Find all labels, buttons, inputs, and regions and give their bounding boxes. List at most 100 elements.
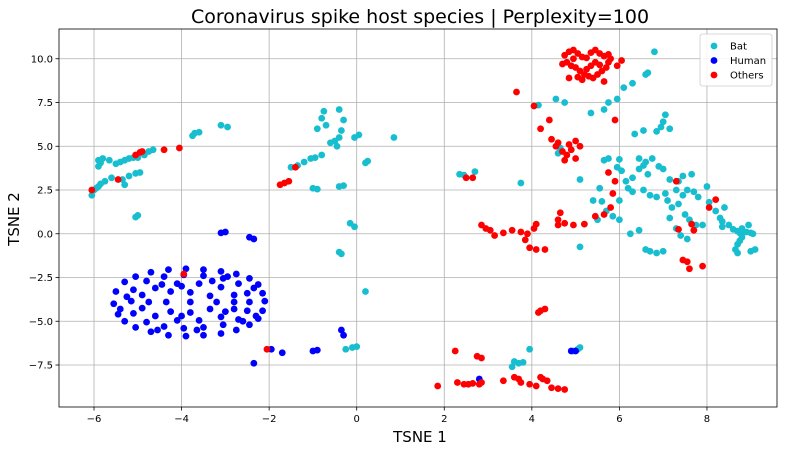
bat-point (596, 184, 604, 192)
human-point (217, 330, 225, 337)
bat-point (725, 221, 733, 229)
others-point (454, 379, 461, 386)
bat-point (355, 131, 363, 139)
others-point (554, 216, 562, 224)
others-point (565, 74, 573, 82)
bat-point (318, 151, 326, 159)
bat-point (105, 156, 113, 164)
bat-point (666, 176, 674, 183)
human-point (121, 278, 129, 286)
others-point (672, 177, 680, 185)
bat-point (340, 116, 347, 124)
bat-point (659, 118, 667, 126)
bat-point (576, 243, 584, 251)
bat-point (653, 249, 661, 257)
bat-point (519, 358, 527, 366)
others-point (537, 373, 544, 381)
bat-point (635, 226, 643, 234)
bat-point (561, 99, 569, 106)
human-point (230, 298, 238, 306)
others-point (675, 225, 682, 233)
bat-point (688, 170, 696, 178)
human-point (200, 266, 207, 274)
bat-point (642, 158, 650, 166)
bat-point (605, 99, 612, 106)
legend-box (699, 33, 773, 87)
y-tick-label: −5.0 (29, 317, 53, 328)
bat-point (659, 247, 667, 255)
bat-point (589, 197, 597, 204)
bat-point (751, 246, 759, 253)
human-point (167, 308, 175, 316)
human-point (182, 332, 190, 340)
bat-point (125, 172, 133, 180)
legend-label-others: Others (730, 71, 764, 82)
bat-point (672, 186, 680, 194)
human-point (259, 307, 266, 315)
human-point (217, 267, 225, 275)
bat-point (99, 155, 107, 162)
others-point (567, 146, 575, 154)
human-point (235, 280, 242, 288)
x-axis-title: TSNE 1 (392, 428, 447, 446)
others-point (469, 379, 477, 387)
human-point (130, 286, 137, 294)
others-point (609, 190, 617, 197)
bat-point (134, 211, 142, 219)
others-point (602, 64, 610, 71)
others-point (534, 309, 542, 316)
others-point (554, 139, 562, 147)
bat-point (668, 204, 676, 211)
bat-point (615, 216, 623, 224)
x-tick-label: 4 (529, 414, 535, 425)
others-point (434, 382, 442, 390)
bat-point (653, 193, 661, 201)
others-point (462, 174, 470, 182)
human-point (278, 349, 286, 357)
others-point (543, 377, 551, 385)
others-point (699, 262, 706, 270)
x-tick-label: 0 (354, 414, 360, 425)
bat-point (666, 214, 674, 222)
human-point (208, 277, 216, 285)
x-tick-label: −2 (262, 414, 277, 425)
human-point (195, 316, 203, 324)
human-point (219, 321, 227, 329)
others-point (561, 386, 569, 393)
bat-point (526, 345, 534, 353)
others-point (517, 228, 525, 236)
bat-point (648, 155, 656, 162)
others-point (541, 246, 549, 253)
bat-point (640, 186, 647, 194)
bat-point (333, 142, 341, 150)
bat-point (390, 134, 398, 141)
others-point (611, 177, 619, 185)
grid (59, 29, 777, 407)
bat-point (318, 114, 326, 122)
bat-point (311, 154, 319, 162)
human-point (193, 326, 201, 334)
bat-point (600, 106, 608, 113)
human-point (261, 297, 269, 305)
y-tick-label: 0.0 (37, 229, 53, 240)
bat-point (364, 157, 372, 165)
bat-point (224, 123, 231, 131)
human-point (217, 283, 225, 291)
others-point (524, 230, 531, 238)
bat-point (362, 288, 369, 295)
bat-point (217, 121, 225, 129)
human-point (162, 298, 170, 306)
bat-point (552, 95, 560, 103)
bat-point (666, 125, 674, 133)
human-point (337, 326, 345, 334)
human-point (151, 312, 159, 320)
human-point (246, 298, 253, 306)
human-point (110, 300, 118, 308)
others-point (513, 88, 520, 96)
bat-point (677, 232, 685, 239)
human-point (246, 274, 253, 282)
bat-point (626, 230, 634, 238)
bat-point (353, 343, 361, 351)
others-point (561, 156, 569, 164)
